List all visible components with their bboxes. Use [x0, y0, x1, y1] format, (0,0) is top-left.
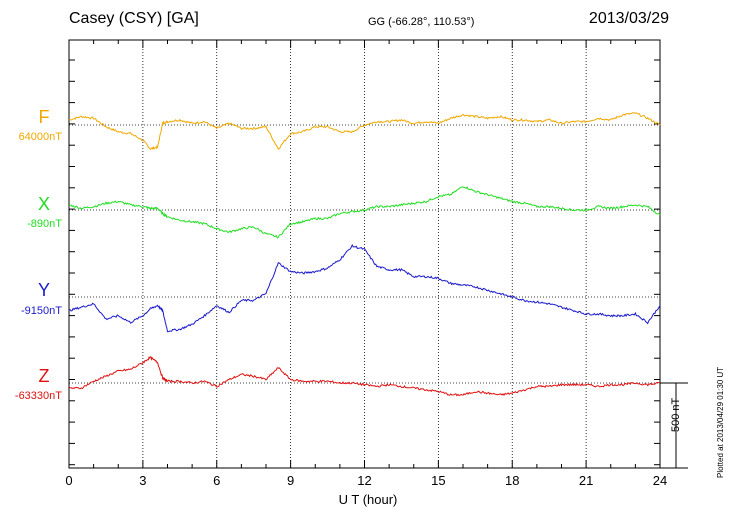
x-tick-label-7: 21 — [579, 473, 593, 488]
series-group — [68, 112, 661, 397]
plot-date: 2013/03/29 — [588, 10, 669, 27]
series-line-y — [68, 243, 661, 333]
series-line-f — [68, 112, 661, 151]
series-baseline-f: 64000nT — [18, 131, 62, 143]
x-tick-label-8: 24 — [653, 473, 667, 488]
x-tick-label-1: 3 — [139, 473, 146, 488]
grid-lines — [69, 40, 660, 468]
x-tick-label-3: 9 — [287, 473, 294, 488]
series-baseline-x: -890nT — [27, 218, 62, 230]
scale-bar — [660, 382, 688, 469]
station-coordinates: GG (-66.28°, 110.53°) — [368, 16, 475, 28]
x-tick-label-2: 6 — [213, 473, 220, 488]
x-tick-label-0: 0 — [65, 473, 72, 488]
series-label-y: Y — [37, 280, 50, 300]
axis-ticks: 0 3 6 9 12 15 18 21 24 — [65, 40, 667, 488]
series-line-z — [68, 356, 661, 397]
series-label-x: X — [37, 194, 50, 214]
x-tick-label-4: 12 — [357, 473, 371, 488]
plotted-timestamp: Plotted at 2013/04/29 01:30 UT — [716, 366, 725, 478]
series-label-z: Z — [38, 366, 50, 386]
series-baseline-z: -63330nT — [14, 390, 62, 402]
station-title: Casey (CSY) [GA] — [69, 10, 199, 27]
x-tick-label-6: 18 — [505, 473, 519, 488]
series-line-x — [68, 186, 661, 239]
series-baseline-y: -9150nT — [21, 305, 62, 317]
scale-bar-label: 500 nT — [670, 397, 682, 432]
x-tick-label-5: 15 — [431, 473, 445, 488]
x-axis-label: U T (hour) — [339, 492, 398, 507]
series-label-f: F — [38, 107, 50, 127]
